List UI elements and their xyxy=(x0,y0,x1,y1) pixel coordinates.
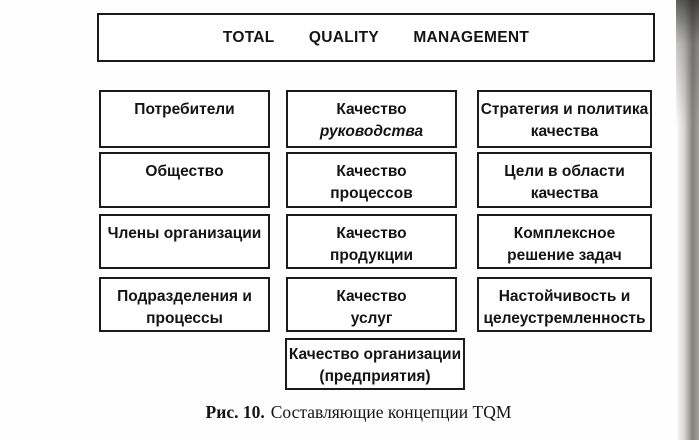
figure-caption-text: Составляющие концепции TQM xyxy=(270,402,512,422)
box-complex-problem-solving-label: Комплексное решение задач xyxy=(507,225,622,264)
box-quality-of-processes: Качество процессов xyxy=(286,152,457,208)
box-persistence: Настойчивость и целеустремленность xyxy=(477,277,652,332)
box-quality-of-leadership-label-line1: Качество xyxy=(336,101,407,118)
box-quality-of-leadership-label-line2: руководства xyxy=(319,123,424,140)
box-strategy-and-policy: Стратегия и политика качества xyxy=(477,90,652,148)
box-quality-of-services: Качество услуг xyxy=(286,277,457,332)
box-quality-of-organization: Качество организации (предприятия) xyxy=(285,338,465,390)
box-quality-of-services-label: Качество услуг xyxy=(336,288,407,327)
box-organization-members: Члены организации xyxy=(99,214,270,269)
box-persistence-label: Настойчивость и целеустремленность xyxy=(483,288,646,327)
box-quality-of-processes-label: Качество процессов xyxy=(330,163,413,202)
box-quality-of-organization-label: Качество организации (предприятия) xyxy=(288,346,462,385)
box-society: Общество xyxy=(99,152,270,208)
box-complex-problem-solving: Комплексное решение задач xyxy=(477,214,652,269)
figure-caption-number: Рис. 10. xyxy=(205,402,265,422)
figure-caption: Рис. 10. Составляющие концепции TQM xyxy=(18,402,699,423)
tqm-title-label: TOTAL QUALITY MANAGEMENT xyxy=(222,28,530,46)
box-consumers-label: Потребители xyxy=(134,101,235,118)
box-quality-of-products: Качество продукции xyxy=(286,214,457,269)
box-consumers: Потребители xyxy=(99,90,270,148)
box-quality-of-leadership: Качество руководства xyxy=(286,90,457,148)
box-organization-members-label: Члены организации xyxy=(107,225,262,242)
box-society-label: Общество xyxy=(145,163,224,180)
box-departments-processes: Подразделения и процессы xyxy=(99,277,270,332)
box-quality-of-products-label: Качество продукции xyxy=(329,225,414,264)
box-quality-goals-label: Цели в области качества xyxy=(504,163,625,202)
box-quality-goals: Цели в области качества xyxy=(477,152,652,208)
scanned-page-edge-shadow xyxy=(676,0,699,440)
box-departments-processes-label: Подразделения и процессы xyxy=(117,288,252,327)
box-strategy-and-policy-label: Стратегия и политика качества xyxy=(480,101,649,140)
tqm-title-box: TOTAL QUALITY MANAGEMENT xyxy=(97,13,655,62)
